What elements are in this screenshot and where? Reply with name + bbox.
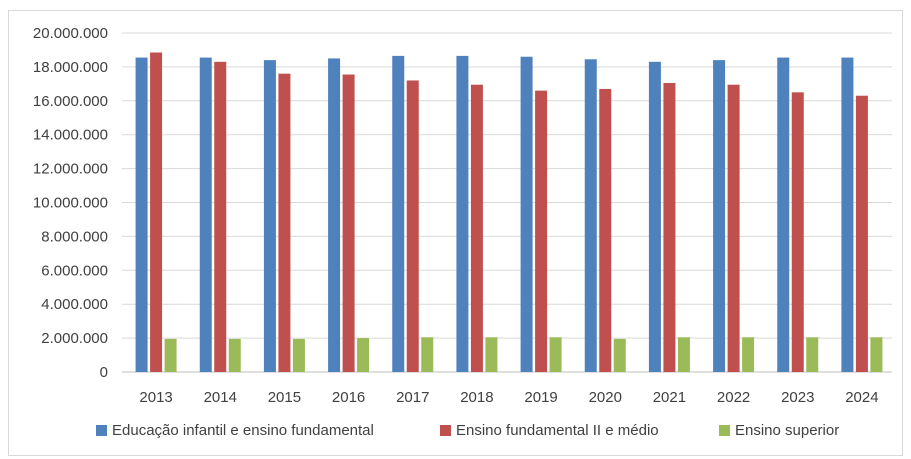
bar-ensino-fundamental-ii-2021 — [663, 83, 676, 372]
legend-swatch — [96, 425, 107, 436]
x-tick-label: 2018 — [460, 389, 493, 406]
bar-educacao-infantil-2013 — [135, 57, 148, 372]
bar-ensino-superior-2013 — [164, 338, 177, 372]
bar-ensino-superior-2023 — [806, 337, 819, 372]
legend-swatch — [719, 425, 730, 436]
x-tick-label: 2022 — [717, 389, 750, 406]
bar-ensino-superior-2014 — [228, 338, 241, 372]
bar-educacao-infantil-2018 — [456, 55, 469, 372]
x-tick-label: 2014 — [204, 389, 237, 406]
bar-ensino-fundamental-ii-2022 — [727, 84, 740, 372]
bar-ensino-superior-2019 — [549, 337, 562, 372]
y-tick-label: 6.000.000 — [41, 262, 108, 279]
bar-educacao-infantil-2016 — [328, 58, 341, 373]
x-tick-label: 2019 — [524, 389, 557, 406]
y-tick-label: 10.000.000 — [33, 195, 108, 212]
y-tick-label: 2.000.000 — [41, 330, 108, 347]
x-tick-label: 2021 — [653, 389, 686, 406]
bar-ensino-fundamental-ii-2016 — [342, 74, 355, 372]
x-tick-label: 2024 — [845, 389, 878, 406]
bar-educacao-infantil-2024 — [841, 57, 854, 372]
y-tick-label: 16.000.000 — [33, 93, 108, 110]
legend-swatch — [440, 425, 451, 436]
bar-ensino-superior-2018 — [485, 337, 498, 372]
bar-ensino-fundamental-ii-2019 — [535, 90, 548, 372]
bar-ensino-superior-2016 — [357, 338, 370, 372]
legend-label: Ensino superior — [735, 422, 839, 439]
bar-ensino-fundamental-ii-2015 — [278, 73, 291, 373]
bar-educacao-infantil-2015 — [263, 60, 276, 373]
bar-educacao-infantil-2014 — [199, 57, 212, 372]
bar-educacao-infantil-2023 — [777, 57, 790, 372]
y-tick-label: 4.000.000 — [41, 296, 108, 313]
x-tick-label: 2016 — [332, 389, 365, 406]
legend-label: Educação infantil e ensino fundamental — [112, 422, 374, 439]
legend-label: Ensino fundamental II e médio — [456, 422, 659, 439]
x-tick-label: 2015 — [268, 389, 301, 406]
bar-ensino-fundamental-ii-2023 — [791, 92, 804, 372]
bar-ensino-fundamental-ii-2018 — [470, 84, 483, 372]
x-tick-label: 2020 — [589, 389, 622, 406]
y-tick-label: 14.000.000 — [33, 127, 108, 144]
bar-ensino-fundamental-ii-2020 — [599, 88, 612, 372]
bar-ensino-fundamental-ii-2013 — [150, 52, 163, 373]
bar-ensino-fundamental-ii-2014 — [214, 61, 227, 372]
bar-educacao-infantil-2022 — [713, 60, 726, 373]
bar-ensino-superior-2020 — [613, 338, 626, 372]
bar-ensino-superior-2022 — [742, 337, 755, 372]
bar-ensino-superior-2024 — [870, 337, 883, 372]
bar-educacao-infantil-2019 — [520, 56, 533, 372]
bar-ensino-superior-2015 — [292, 338, 305, 372]
bar-ensino-fundamental-ii-2017 — [406, 80, 419, 373]
bar-educacao-infantil-2017 — [392, 55, 405, 372]
x-tick-label: 2017 — [396, 389, 429, 406]
y-tick-label: 0 — [100, 364, 108, 381]
x-tick-label: 2013 — [139, 389, 172, 406]
x-tick-label: 2023 — [781, 389, 814, 406]
bar-ensino-superior-2017 — [421, 337, 434, 372]
y-tick-label: 20.000.000 — [33, 25, 108, 42]
bar-ensino-superior-2021 — [677, 337, 690, 372]
bar-educacao-infantil-2020 — [584, 59, 597, 373]
bar-educacao-infantil-2021 — [648, 61, 661, 372]
bar-ensino-fundamental-ii-2024 — [855, 95, 868, 372]
y-tick-label: 12.000.000 — [33, 161, 108, 178]
y-tick-label: 8.000.000 — [41, 228, 108, 245]
y-tick-label: 18.000.000 — [33, 59, 108, 76]
